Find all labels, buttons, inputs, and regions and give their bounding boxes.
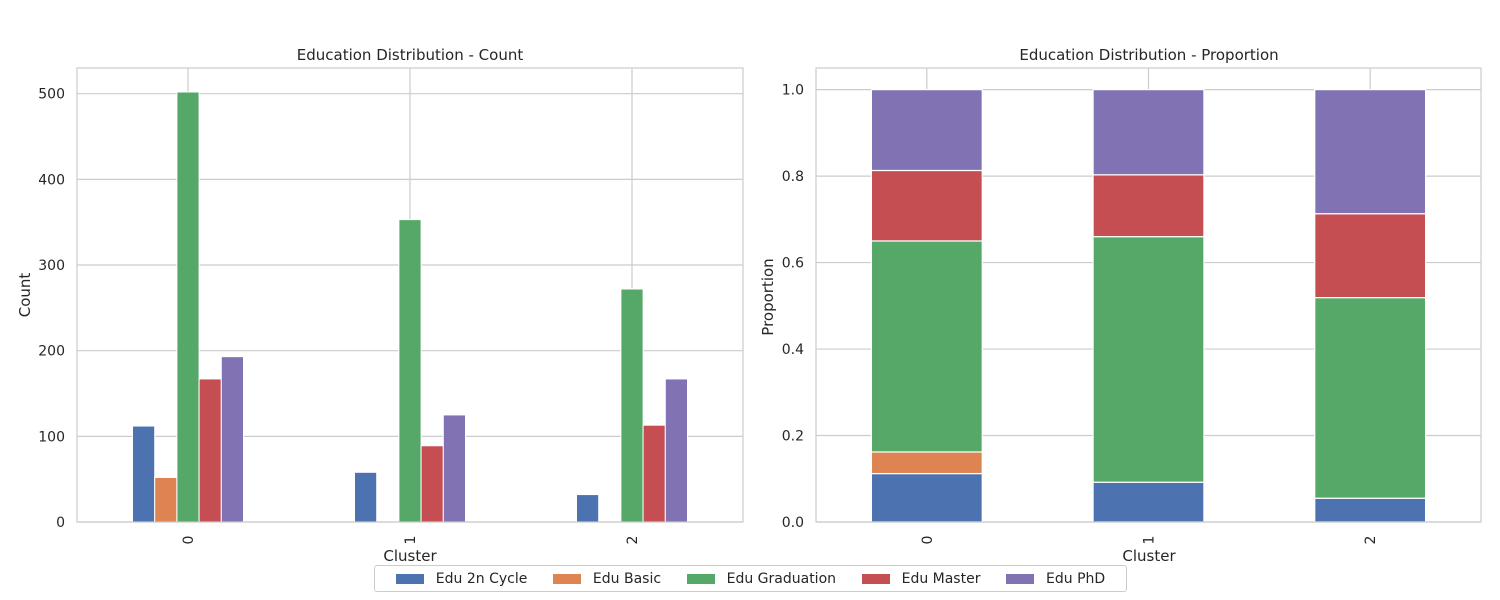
bar [442, 414, 466, 523]
bar [198, 378, 222, 523]
legend-label: Edu Master [901, 570, 981, 587]
y-tick-label: 1.0 [782, 83, 804, 99]
stacked-bar-segment [870, 89, 983, 172]
x-tick-label: 0 [181, 536, 197, 545]
y-tick-label: 200 [38, 344, 65, 360]
proportion-chart-xlabel: Cluster [1122, 547, 1176, 565]
bar [354, 471, 378, 523]
y-tick-label: 500 [38, 87, 65, 103]
legend-item-2n-cycle: Edu 2n Cycle [395, 570, 528, 587]
y-tick-label: 0.2 [782, 429, 804, 445]
legend-item-basic: Edu Basic [552, 570, 662, 587]
legend-label: Edu Basic [592, 570, 662, 587]
bar [176, 91, 200, 523]
proportion-chart-bars [870, 89, 1427, 523]
stacked-bar-segment [1314, 89, 1427, 215]
legend-swatch [861, 573, 890, 584]
legend-label: Edu Graduation [726, 570, 837, 587]
count-chart-frame [76, 67, 744, 523]
proportion-chart-frame [815, 67, 1482, 523]
stacked-bar-segment [1092, 236, 1205, 483]
legend-item-graduation: Edu Graduation [686, 570, 837, 587]
bar [642, 424, 666, 523]
proportion-chart: Education Distribution - Proportion 0.00… [759, 46, 1482, 565]
stacked-bar-segment [1314, 296, 1427, 499]
stacked-bar-segment [870, 169, 983, 242]
stacked-bar-segment [1092, 174, 1205, 238]
legend-item-phd: Edu PhD [1006, 571, 1105, 587]
y-tick-label: 0.4 [782, 342, 804, 358]
x-tick-label: 1 [403, 536, 419, 545]
proportion-chart-yticks: 0.0 0.2 0.4 0.6 0.8 1.0 [782, 83, 804, 531]
count-chart-xlabel: Cluster [383, 547, 437, 565]
bar [620, 288, 644, 523]
count-chart-bars [132, 91, 688, 523]
stacked-bar-segment [1092, 89, 1205, 176]
legend-swatch [395, 573, 424, 584]
count-chart: Education Distribution - Count 0 100 200 30… [16, 46, 744, 565]
proportion-chart-title: Education Distribution - Proportion [1019, 46, 1278, 64]
stacked-bar-segment [870, 451, 983, 475]
stacked-bar-segment [870, 240, 983, 453]
stacked-bar-segment [1314, 497, 1427, 523]
proportion-chart-ylabel: Proportion [759, 258, 777, 335]
stacked-bar-segment [1314, 213, 1427, 299]
y-tick-label: 400 [38, 172, 65, 188]
bar [398, 219, 422, 523]
count-chart-xticks: 0 1 2 [181, 536, 641, 545]
legend-label: Edu PhD [1046, 570, 1106, 587]
y-tick-label: 300 [38, 258, 65, 274]
y-tick-label: 0.0 [782, 515, 804, 531]
bar [220, 356, 245, 523]
x-tick-label: 0 [920, 536, 936, 545]
count-chart-title: Education Distribution - Count [297, 46, 524, 64]
y-tick-label: 0 [56, 515, 65, 531]
bar [132, 425, 156, 523]
y-tick-label: 0.6 [782, 256, 804, 272]
x-tick-label: 2 [1363, 536, 1379, 545]
legend-swatch [552, 573, 581, 584]
bar [576, 494, 600, 523]
stacked-bar-segment [870, 472, 983, 523]
y-tick-label: 0.8 [782, 169, 804, 185]
legend-swatch [1006, 573, 1035, 584]
bar [154, 476, 178, 523]
legend: Edu 2n Cycle Edu Basic Edu Graduation Ed… [374, 565, 1127, 592]
legend-item-master: Edu Master [861, 570, 981, 587]
x-tick-label: 1 [1142, 536, 1158, 545]
stacked-bar-segment [1092, 481, 1205, 523]
y-tick-label: 100 [38, 429, 65, 445]
bar [664, 378, 688, 523]
count-chart-ylabel: Count [16, 273, 34, 318]
bar [420, 445, 444, 523]
proportion-chart-xticks: 0 1 2 [920, 536, 1379, 545]
legend-swatch [686, 573, 715, 584]
x-tick-label: 2 [625, 536, 641, 545]
legend-label: Edu 2n Cycle [435, 570, 528, 587]
count-chart-yticks: 0 100 200 300 400 500 [38, 87, 65, 531]
